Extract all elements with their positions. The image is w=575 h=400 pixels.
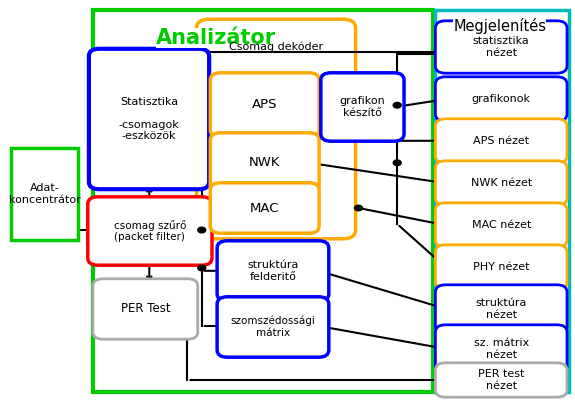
FancyBboxPatch shape <box>435 363 567 397</box>
FancyBboxPatch shape <box>93 279 198 339</box>
Text: PER test
nézet: PER test nézet <box>478 369 524 391</box>
Text: csomag szűrő
(packet filter): csomag szűrő (packet filter) <box>114 220 186 242</box>
FancyBboxPatch shape <box>217 297 329 357</box>
Text: APS nézet: APS nézet <box>473 136 529 146</box>
Circle shape <box>198 265 206 271</box>
Text: statisztika
nézet: statisztika nézet <box>473 36 530 58</box>
FancyBboxPatch shape <box>435 285 567 333</box>
Bar <box>11 148 78 240</box>
FancyBboxPatch shape <box>435 77 567 121</box>
Circle shape <box>198 227 206 233</box>
FancyBboxPatch shape <box>89 49 209 189</box>
Bar <box>435 10 569 392</box>
Text: sz. mátrix
nézet: sz. mátrix nézet <box>474 338 529 360</box>
Text: struktúra
nézet: struktúra nézet <box>476 298 527 320</box>
FancyBboxPatch shape <box>435 325 567 373</box>
Circle shape <box>354 205 362 211</box>
FancyBboxPatch shape <box>210 183 319 233</box>
FancyBboxPatch shape <box>435 245 567 289</box>
FancyBboxPatch shape <box>321 73 404 141</box>
Circle shape <box>393 102 401 108</box>
Text: Statisztika

-csomagok
-eszközök: Statisztika -csomagok -eszközök <box>118 97 179 141</box>
Text: grafikon
készítő: grafikon készítő <box>340 96 385 118</box>
Text: struktúra
felderitő: struktúra felderitő <box>247 260 298 282</box>
Text: PER Test: PER Test <box>121 302 170 316</box>
FancyBboxPatch shape <box>210 133 319 193</box>
Text: Analizátor: Analizátor <box>156 28 276 48</box>
Bar <box>94 10 432 392</box>
FancyBboxPatch shape <box>435 119 567 163</box>
FancyBboxPatch shape <box>217 241 329 301</box>
FancyBboxPatch shape <box>435 203 567 247</box>
Text: APS: APS <box>252 98 278 112</box>
FancyBboxPatch shape <box>197 19 355 239</box>
Text: Adat-
koncentrátor: Adat- koncentrátor <box>9 183 80 205</box>
Text: NWK nézet: NWK nézet <box>470 178 532 188</box>
Text: MAC: MAC <box>250 202 279 214</box>
Text: NWK: NWK <box>249 156 281 170</box>
Text: PHY nézet: PHY nézet <box>473 262 530 272</box>
Text: Csomag dekóder: Csomag dekóder <box>229 42 323 52</box>
Text: grafikonok: grafikonok <box>472 94 531 104</box>
FancyBboxPatch shape <box>88 197 212 265</box>
FancyBboxPatch shape <box>435 161 567 205</box>
Text: MAC nézet: MAC nézet <box>472 220 531 230</box>
Text: szomszédossági
mátrix: szomszédossági mátrix <box>231 316 316 338</box>
FancyBboxPatch shape <box>210 73 319 137</box>
FancyBboxPatch shape <box>435 21 567 73</box>
Circle shape <box>393 160 401 166</box>
Text: Megjelenítés: Megjelenítés <box>453 18 546 34</box>
